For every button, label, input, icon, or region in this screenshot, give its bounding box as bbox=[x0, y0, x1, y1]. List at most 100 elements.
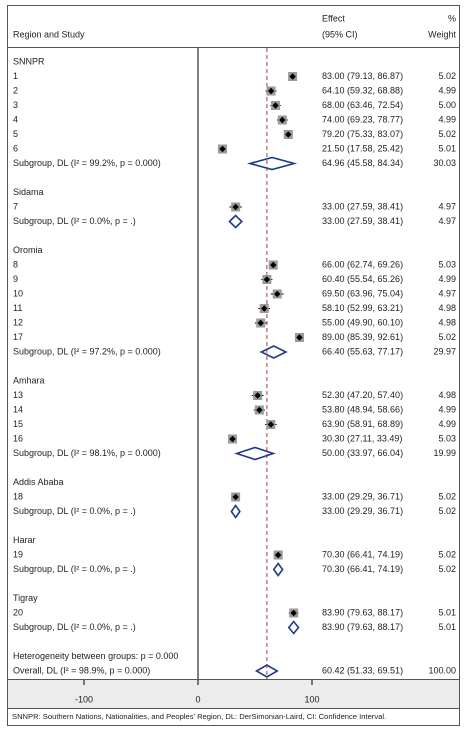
effect-ci: 50.00 (33.97, 66.04) bbox=[322, 448, 403, 458]
row-label: Subgroup, DL (I² = 97.2%, p = 0.000) bbox=[13, 346, 161, 356]
row-label: 4 bbox=[13, 114, 18, 124]
header: (95% CI) bbox=[322, 29, 358, 39]
weight: 5.02 bbox=[438, 549, 456, 559]
row-label: 1 bbox=[13, 71, 18, 81]
group-label: SNNPR bbox=[13, 56, 45, 66]
row-label: 13 bbox=[13, 390, 23, 400]
weight: 5.02 bbox=[438, 332, 456, 342]
row-label: Subgroup, DL (I² = 0.0%, p = .) bbox=[13, 564, 136, 574]
effect-ci: 33.00 (29.29, 36.71) bbox=[322, 491, 403, 501]
weight: 4.98 bbox=[438, 303, 456, 313]
effect-ci: 33.00 (27.59, 38.41) bbox=[322, 201, 403, 211]
weight: 30.03 bbox=[433, 158, 456, 168]
row-label: 8 bbox=[13, 259, 18, 269]
pooled-diamond bbox=[230, 504, 241, 519]
footnote: SNNPR: Southern Nations, Nationalities, … bbox=[12, 712, 386, 721]
group-label: Amhara bbox=[13, 375, 45, 385]
point-estimate bbox=[270, 261, 277, 269]
weight: 5.01 bbox=[438, 143, 456, 153]
weight: 5.02 bbox=[438, 564, 456, 574]
row-label: 3 bbox=[13, 100, 18, 110]
row-label: 19 bbox=[13, 549, 23, 559]
point-estimate bbox=[267, 421, 275, 428]
weight: 5.03 bbox=[438, 433, 456, 443]
row-label: 14 bbox=[13, 404, 23, 414]
effect-ci: 79.20 (75.33, 83.07) bbox=[322, 129, 403, 139]
row-label: Overall, DL (I² = 98.9%, p = 0.000) bbox=[13, 665, 150, 675]
x-tick-label: 0 bbox=[195, 694, 200, 704]
row-label: Subgroup, DL (I² = 0.0%, p = .) bbox=[13, 216, 136, 226]
row-label: 6 bbox=[13, 143, 18, 153]
weight: 5.02 bbox=[438, 491, 456, 501]
pooled-diamond bbox=[246, 156, 298, 171]
group-label: Tigray bbox=[13, 593, 38, 603]
weight: 5.00 bbox=[438, 100, 456, 110]
point-estimate bbox=[267, 87, 275, 95]
weight: 4.98 bbox=[438, 317, 456, 327]
row-label: 18 bbox=[13, 491, 23, 501]
point-estimate bbox=[285, 131, 292, 138]
row-label: 20 bbox=[13, 607, 23, 617]
weight: 5.01 bbox=[438, 622, 456, 632]
footnote-frame bbox=[7, 708, 460, 726]
point-estimate bbox=[232, 493, 239, 501]
effect-ci: 64.96 (45.58, 84.34) bbox=[322, 158, 403, 168]
point-estimate bbox=[274, 551, 282, 559]
row-label: 5 bbox=[13, 129, 18, 139]
row-label: 7 bbox=[13, 201, 18, 211]
weight: 5.02 bbox=[438, 506, 456, 516]
point-estimate bbox=[290, 609, 297, 617]
weight: 4.99 bbox=[438, 274, 456, 284]
pooled-diamond bbox=[228, 214, 243, 229]
pooled-diamond bbox=[254, 664, 279, 678]
row-label: Subgroup, DL (I² = 99.2%, p = 0.000) bbox=[13, 158, 161, 168]
row-label: Subgroup, DL (I² = 98.1%, p = 0.000) bbox=[13, 448, 161, 458]
row-label: 11 bbox=[13, 303, 22, 313]
point-estimate bbox=[289, 73, 296, 80]
effect-ci: 69.50 (63.96, 75.04) bbox=[322, 288, 403, 298]
weight: 4.99 bbox=[438, 404, 456, 414]
effect-ci: 63.90 (58.91, 68.89) bbox=[322, 419, 403, 429]
weight: 5.02 bbox=[438, 71, 456, 81]
row-label: 10 bbox=[13, 288, 23, 298]
group-label: Oromia bbox=[13, 245, 43, 255]
weight: 5.02 bbox=[438, 129, 456, 139]
point-estimate bbox=[279, 116, 286, 124]
row-label: 9 bbox=[13, 274, 18, 284]
effect-ci: 70.30 (66.41, 74.19) bbox=[322, 564, 403, 574]
weight: 4.97 bbox=[438, 288, 456, 298]
axis-band bbox=[8, 680, 459, 708]
effect-ci: 52.30 (47.20, 57.40) bbox=[322, 390, 403, 400]
effect-ci: 70.30 (66.41, 74.19) bbox=[322, 549, 403, 559]
effect-ci: 89.00 (85.39, 92.61) bbox=[322, 332, 403, 342]
frame bbox=[7, 5, 460, 709]
weight: 100.00 bbox=[428, 665, 456, 675]
point-estimate bbox=[254, 392, 261, 399]
effect-ci: 83.00 (79.13, 86.87) bbox=[322, 71, 403, 81]
effect-ci: 58.10 (52.99, 63.21) bbox=[322, 303, 403, 313]
weight: 5.03 bbox=[438, 259, 456, 269]
row-label: 2 bbox=[13, 85, 18, 95]
header: % bbox=[448, 13, 456, 23]
group-label: Harar bbox=[13, 535, 36, 545]
point-estimate bbox=[263, 276, 271, 283]
weight: 5.01 bbox=[438, 607, 456, 617]
weight: 4.99 bbox=[438, 85, 456, 95]
row-label: 15 bbox=[13, 419, 23, 429]
weight: 29.97 bbox=[433, 346, 456, 356]
header: Region and Study bbox=[13, 29, 85, 39]
row-label: 17 bbox=[13, 332, 23, 342]
point-estimate bbox=[272, 102, 279, 109]
effect-ci: 64.10 (59.32, 68.88) bbox=[322, 85, 403, 95]
effect-ci: 60.40 (55.54, 65.26) bbox=[322, 274, 403, 284]
point-estimate bbox=[229, 435, 236, 443]
weight: 4.97 bbox=[438, 216, 456, 226]
point-estimate bbox=[261, 305, 268, 312]
effect-ci: 53.80 (48.94, 58.66) bbox=[322, 404, 403, 414]
effect-ci: 33.00 (29.29, 36.71) bbox=[322, 506, 403, 516]
effect-ci: 21.50 (17.58, 25.42) bbox=[322, 143, 403, 153]
row-label: Subgroup, DL (I² = 0.0%, p = .) bbox=[13, 622, 136, 632]
effect-ci: 66.00 (62.74, 69.26) bbox=[322, 259, 403, 269]
effect-ci: 83.90 (79.63, 88.17) bbox=[322, 622, 403, 632]
